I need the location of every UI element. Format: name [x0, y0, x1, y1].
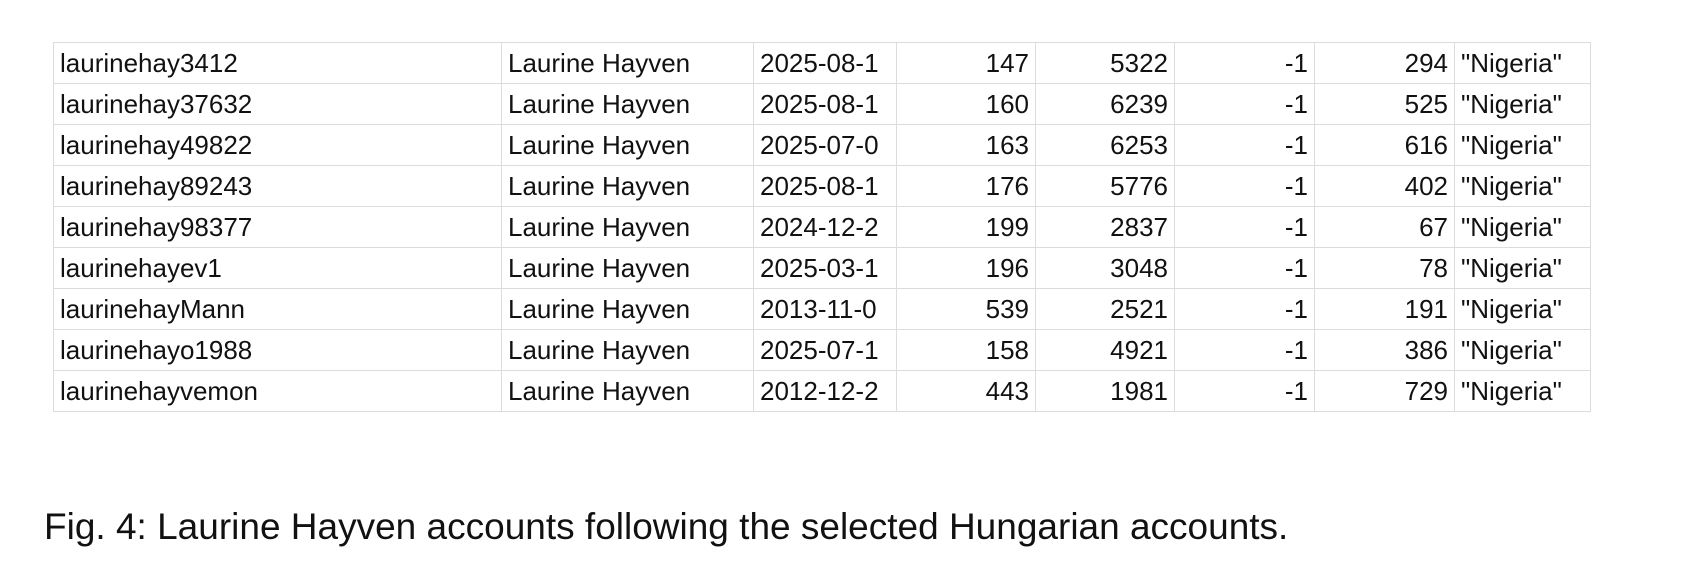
table-cell: "Nigeria": [1454, 165, 1591, 207]
table-cell: 6239: [1035, 83, 1175, 125]
table-cell: 402: [1314, 165, 1455, 207]
table-cell: -1: [1174, 370, 1315, 412]
table-row: laurinehay49822 Laurine Hayven 2025-07-0 16…: [53, 124, 1591, 166]
table-cell: 2025-08-1: [753, 42, 897, 84]
table-cell: 199: [896, 206, 1036, 248]
table-cell: Laurine Hayven: [501, 165, 754, 207]
table-cell: 196: [896, 247, 1036, 289]
table-cell: 2025-07-0: [753, 124, 897, 166]
table-cell: laurinehayvemon: [53, 370, 502, 412]
table-cell: laurinehay49822: [53, 124, 502, 166]
table-cell: 78: [1314, 247, 1455, 289]
table-cell: 4921: [1035, 329, 1175, 371]
table-cell: laurinehay98377: [53, 206, 502, 248]
table-cell: 2025-08-1: [753, 83, 897, 125]
table-cell: -1: [1174, 83, 1315, 125]
table-cell: 2025-03-1: [753, 247, 897, 289]
table-cell: 2837: [1035, 206, 1175, 248]
table-cell: -1: [1174, 206, 1315, 248]
table-cell: 443: [896, 370, 1036, 412]
table-cell: 6253: [1035, 124, 1175, 166]
table-row: laurinehay37632 Laurine Hayven 2025-08-1 16…: [53, 83, 1591, 125]
table-cell: -1: [1174, 247, 1315, 289]
table-cell: laurinehayMann: [53, 288, 502, 330]
figure-caption: Fig. 4: Laurine Hayven accounts followin…: [44, 506, 1289, 547]
table-cell: 5322: [1035, 42, 1175, 84]
table-cell: Laurine Hayven: [501, 247, 754, 289]
table-cell: 67: [1314, 206, 1455, 248]
table-cell: Laurine Hayven: [501, 329, 754, 371]
table-cell: laurinehay37632: [53, 83, 502, 125]
table-cell: Laurine Hayven: [501, 206, 754, 248]
table-cell: laurinehayo1988: [53, 329, 502, 371]
table-cell: "Nigeria": [1454, 288, 1591, 330]
table-cell: "Nigeria": [1454, 329, 1591, 371]
table-cell: 2012-12-2: [753, 370, 897, 412]
table-cell: "Nigeria": [1454, 124, 1591, 166]
table-row: laurinehayev1 Laurine Hayven 2025-03-1 196 3…: [53, 247, 1591, 289]
table-cell: -1: [1174, 165, 1315, 207]
table-cell: 147: [896, 42, 1036, 84]
table-cell: 539: [896, 288, 1036, 330]
table-cell: 191: [1314, 288, 1455, 330]
table-cell: 163: [896, 124, 1036, 166]
table-cell: -1: [1174, 42, 1315, 84]
table-cell: 2024-12-2: [753, 206, 897, 248]
table-cell: -1: [1174, 288, 1315, 330]
table-cell: laurinehayev1: [53, 247, 502, 289]
table-cell: laurinehay89243: [53, 165, 502, 207]
table-row: laurinehayvemon Laurine Hayven 2012-12-2 44…: [53, 370, 1591, 412]
table-row: laurinehayMann Laurine Hayven 2013-11-0 539…: [53, 288, 1591, 330]
table-cell: "Nigeria": [1454, 247, 1591, 289]
table-row: laurinehay98377 Laurine Hayven 2024-12-2 19…: [53, 206, 1591, 248]
table-cell: -1: [1174, 329, 1315, 371]
table-cell: 294: [1314, 42, 1455, 84]
table-row: laurinehay3412 Laurine Hayven 2025-08-1 147…: [53, 42, 1591, 84]
table-cell: 158: [896, 329, 1036, 371]
table-cell: "Nigeria": [1454, 42, 1591, 84]
table-cell: 1981: [1035, 370, 1175, 412]
table-cell: Laurine Hayven: [501, 370, 754, 412]
table-cell: "Nigeria": [1454, 370, 1591, 412]
table-cell: Laurine Hayven: [501, 83, 754, 125]
table-row: laurinehay89243 Laurine Hayven 2025-08-1 17…: [53, 165, 1591, 207]
table-cell: 729: [1314, 370, 1455, 412]
table-cell: 3048: [1035, 247, 1175, 289]
table-cell: 160: [896, 83, 1036, 125]
table-cell: "Nigeria": [1454, 83, 1591, 125]
table-cell: -1: [1174, 124, 1315, 166]
table-cell: 2025-07-1: [753, 329, 897, 371]
table-cell: 2013-11-0: [753, 288, 897, 330]
table-cell: Laurine Hayven: [501, 124, 754, 166]
table-cell: "Nigeria": [1454, 206, 1591, 248]
table-cell: Laurine Hayven: [501, 42, 754, 84]
table-cell: 5776: [1035, 165, 1175, 207]
spreadsheet-table: laurinehay3412 Laurine Hayven 2025-08-1 147…: [53, 42, 1591, 412]
table-row: laurinehayo1988 Laurine Hayven 2025-07-1 15…: [53, 329, 1591, 371]
table-cell: 525: [1314, 83, 1455, 125]
table-cell: 2521: [1035, 288, 1175, 330]
table-cell: laurinehay3412: [53, 42, 502, 84]
table-cell: 616: [1314, 124, 1455, 166]
table-cell: 176: [896, 165, 1036, 207]
table-cell: 2025-08-1: [753, 165, 897, 207]
table-cell: Laurine Hayven: [501, 288, 754, 330]
table-cell: 386: [1314, 329, 1455, 371]
